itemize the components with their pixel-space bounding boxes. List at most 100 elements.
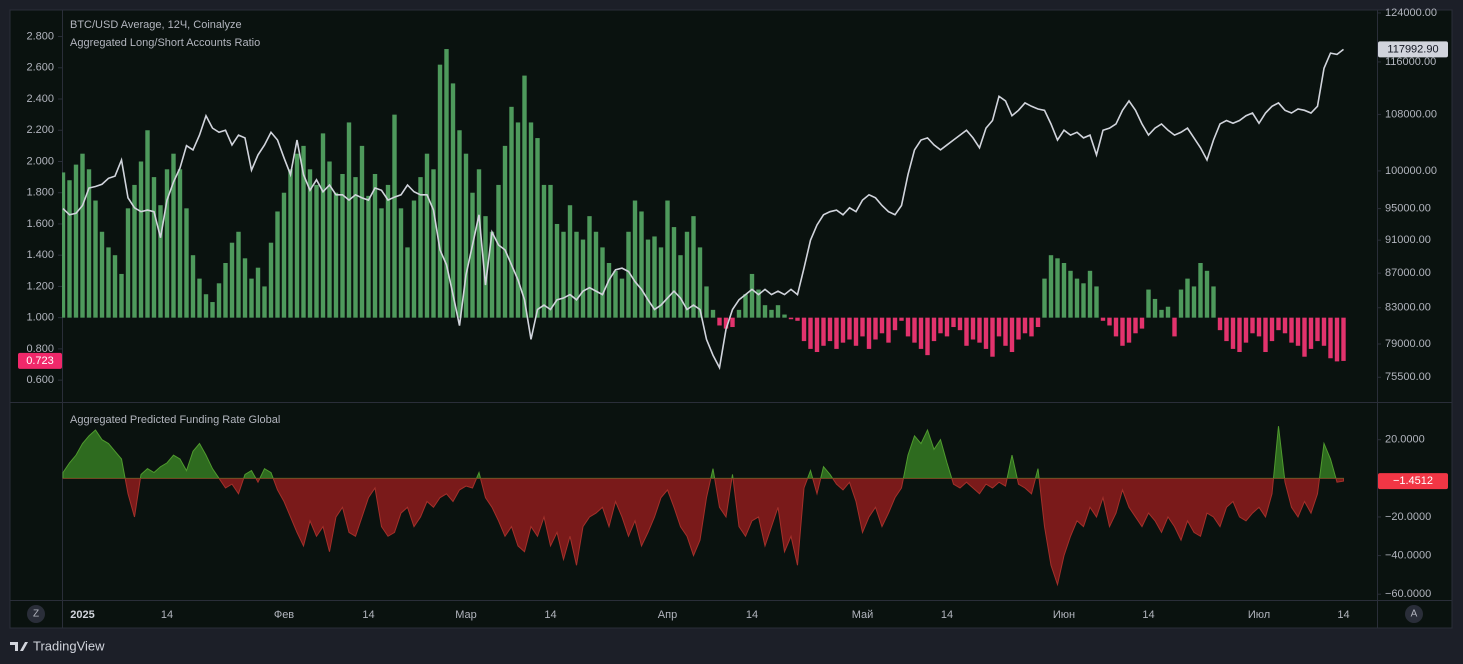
- bar: [502, 145, 508, 318]
- bar: [73, 164, 79, 318]
- bar: [184, 208, 189, 318]
- right-button[interactable]: [1405, 605, 1423, 623]
- bar: [977, 317, 982, 343]
- right-button-label[interactable]: A: [1411, 609, 1418, 620]
- bar: [808, 317, 813, 349]
- bar: [912, 317, 917, 343]
- bottom-pane: [62, 426, 1344, 587]
- bar: [1126, 317, 1132, 343]
- x-tick-label: Мар: [455, 609, 477, 621]
- y-tick-label: 2.400: [26, 93, 54, 105]
- bar: [1341, 317, 1346, 361]
- brand-name[interactable]: TradingView: [33, 638, 105, 653]
- bar: [899, 317, 904, 321]
- bar: [418, 177, 423, 318]
- x-tick-label: 14: [941, 609, 953, 621]
- bar: [1282, 317, 1288, 334]
- y-tick-label: 1.800: [26, 187, 54, 199]
- bar: [951, 317, 956, 328]
- bar: [749, 273, 755, 318]
- bar: [1250, 317, 1255, 334]
- bar: [145, 130, 150, 318]
- left-button-label[interactable]: Z: [33, 609, 39, 620]
- bar: [580, 239, 586, 318]
- bar: [990, 317, 995, 357]
- bar: [437, 64, 443, 318]
- bar: [1087, 270, 1093, 318]
- bar: [665, 200, 670, 318]
- bar: [1081, 283, 1086, 318]
- bar: [431, 169, 436, 318]
- bar: [450, 83, 456, 318]
- bar: [626, 231, 631, 318]
- bar: [1120, 317, 1125, 346]
- bar: [704, 286, 709, 318]
- bar: [892, 317, 898, 331]
- bar: [606, 263, 612, 318]
- bar: [1035, 317, 1041, 328]
- bar: [944, 317, 950, 337]
- y-tick-label: 2.600: [26, 62, 54, 74]
- top-pane: [62, 48, 1346, 371]
- bar: [678, 255, 683, 318]
- brand-logo[interactable]: [10, 642, 28, 651]
- bar: [652, 236, 657, 318]
- bar: [970, 317, 976, 340]
- bar: [249, 278, 254, 318]
- area-positive: [62, 426, 1344, 479]
- y-tick-label: 0.800: [26, 343, 54, 355]
- bar: [496, 184, 501, 318]
- bar: [340, 173, 345, 318]
- bar: [1315, 317, 1320, 342]
- bar: [1256, 317, 1262, 337]
- bar: [541, 184, 547, 318]
- bar: [561, 231, 566, 318]
- bar: [210, 302, 215, 318]
- y-tick-label: 2.800: [26, 30, 54, 42]
- x-tick-label: 14: [161, 609, 173, 621]
- bar: [931, 317, 937, 342]
- y2-tick-label: 79000.00: [1385, 338, 1431, 350]
- bar: [782, 314, 787, 318]
- bar: [613, 270, 618, 318]
- bar: [847, 317, 852, 340]
- x-tick-label: Апр: [658, 609, 677, 621]
- bar: [801, 317, 807, 342]
- bar: [353, 177, 358, 318]
- x-tick-label: 14: [544, 609, 556, 621]
- bar: [346, 122, 352, 318]
- bar: [723, 317, 729, 329]
- bar: [1217, 317, 1223, 331]
- bar: [106, 247, 111, 318]
- y2-tick-label: 91000.00: [1385, 234, 1431, 246]
- bar: [320, 133, 326, 318]
- bar: [593, 231, 599, 318]
- bar: [229, 242, 235, 318]
- x-tick-label: 2025: [70, 609, 94, 621]
- bar: [1061, 263, 1067, 318]
- bar: [333, 192, 339, 318]
- bar: [151, 177, 157, 318]
- bar: [223, 263, 228, 318]
- bar: [1042, 278, 1047, 318]
- bar: [1269, 317, 1275, 342]
- bar: [1016, 317, 1021, 340]
- bar: [1165, 306, 1171, 318]
- bar: [762, 305, 768, 318]
- bar: [554, 223, 560, 318]
- bar: [710, 309, 716, 318]
- price-badge-label: 0.723: [26, 355, 54, 367]
- y2-tick-label: 108000.00: [1385, 108, 1437, 120]
- bar: [1237, 317, 1242, 353]
- bar: [1191, 286, 1197, 318]
- left-button[interactable]: [27, 605, 45, 623]
- bar: [112, 255, 118, 318]
- bar: [190, 255, 196, 318]
- price-line: [62, 48, 1344, 371]
- price-badge: [1378, 41, 1448, 58]
- bar: [1230, 317, 1236, 349]
- y-tick-label: 2.000: [26, 155, 54, 167]
- bar: [119, 273, 124, 318]
- bar: [236, 231, 241, 318]
- bar: [983, 317, 989, 349]
